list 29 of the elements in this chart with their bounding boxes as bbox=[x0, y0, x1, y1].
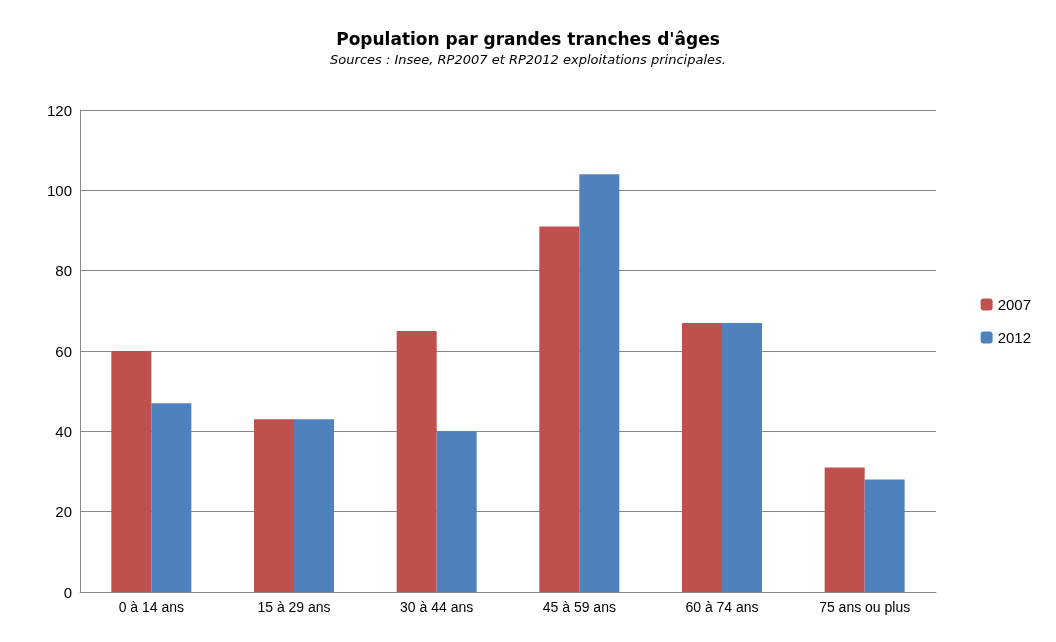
bar bbox=[396, 330, 437, 592]
x-tick-label: 30 à 44 ans bbox=[400, 599, 474, 615]
legend-label: 2007 bbox=[997, 296, 1032, 313]
y-tick-label: 100 bbox=[46, 181, 72, 199]
x-tick-label: 60 à 74 ans bbox=[685, 599, 759, 615]
chart-subtitle: Sources : Insee, RP2007 et RP2012 exploitations principales. bbox=[330, 52, 726, 67]
bar bbox=[579, 174, 620, 592]
chart-title: Population par grandes tranches d'âges bbox=[336, 28, 720, 49]
y-tick-label: 120 bbox=[46, 101, 72, 119]
legend-label: 2012 bbox=[997, 329, 1032, 346]
bar bbox=[682, 322, 722, 592]
y-tick-label: 0 bbox=[63, 583, 72, 601]
bar bbox=[824, 467, 865, 592]
bar bbox=[294, 419, 334, 592]
bar bbox=[151, 403, 192, 592]
bar bbox=[722, 322, 762, 592]
y-tick-label: 40 bbox=[55, 422, 72, 440]
y-tick-label: 60 bbox=[55, 342, 72, 360]
x-tick-label: 45 à 59 ans bbox=[542, 599, 616, 615]
y-tick-label: 20 bbox=[55, 503, 72, 521]
x-tick-label: 0 à 14 ans bbox=[118, 599, 185, 615]
x-tick-label: 15 à 29 ans bbox=[257, 599, 331, 615]
y-tick-label: 80 bbox=[55, 262, 72, 280]
bar bbox=[864, 479, 905, 592]
x-tick-label: 75 ans ou plus bbox=[819, 599, 911, 615]
bar bbox=[254, 419, 294, 592]
bar bbox=[436, 431, 477, 592]
bar bbox=[111, 351, 152, 592]
bar bbox=[539, 226, 580, 592]
